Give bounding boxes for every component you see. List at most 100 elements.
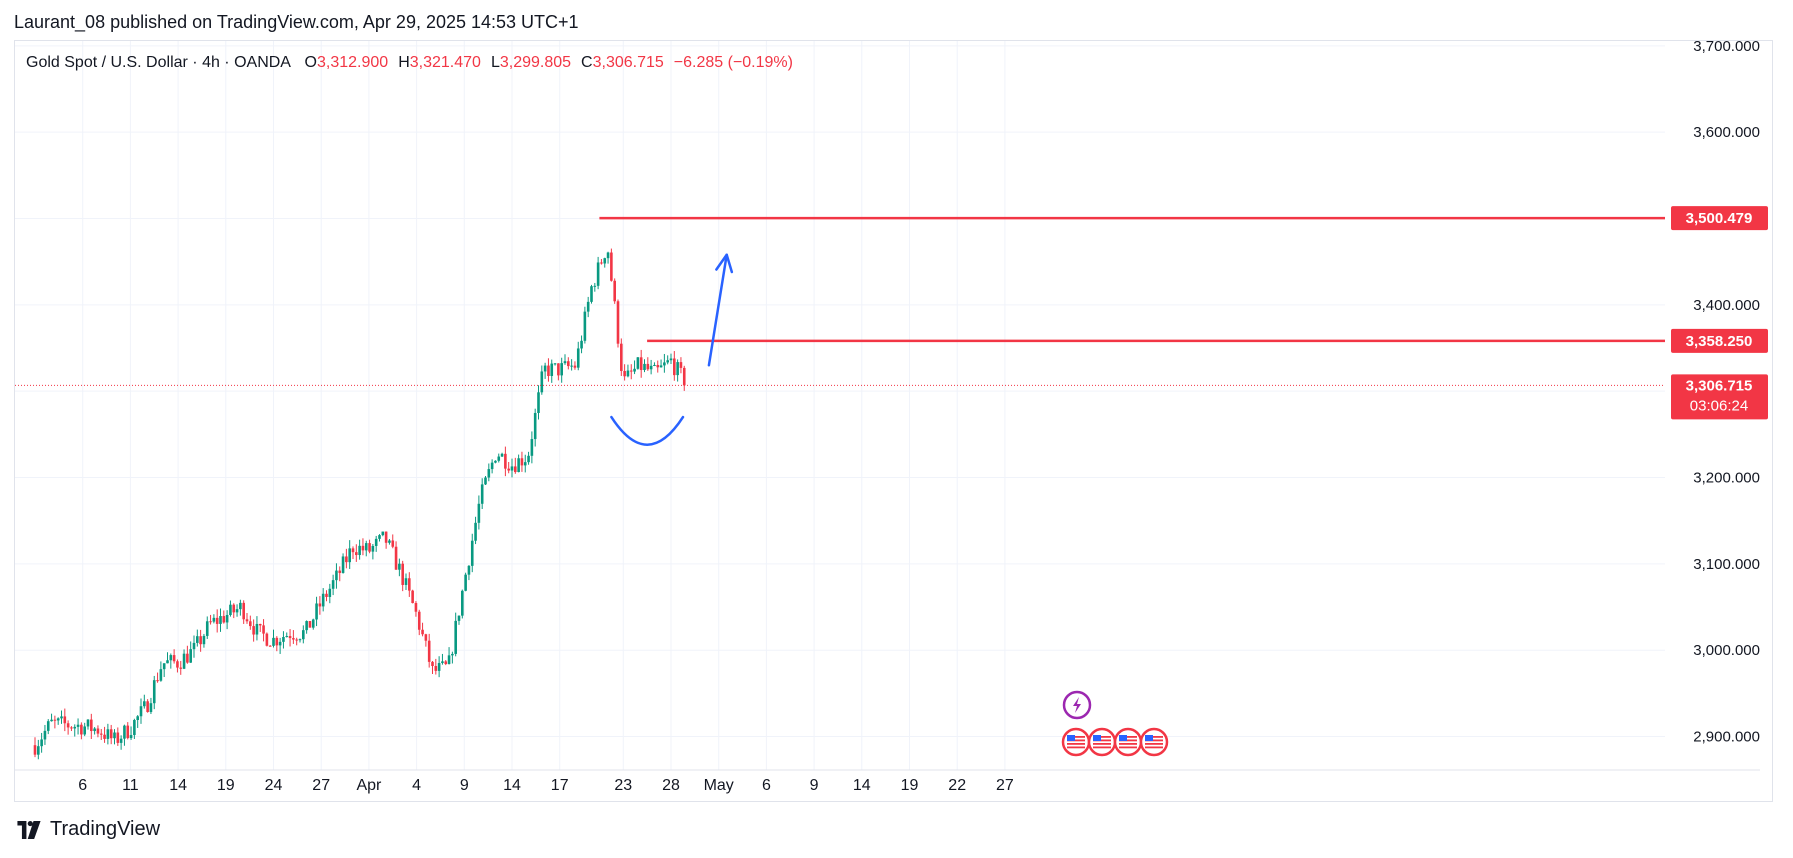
candle-body	[606, 252, 610, 259]
date-tick-label: 14	[503, 777, 521, 794]
candle-body	[341, 556, 345, 573]
candle-body	[76, 724, 80, 727]
candle-body	[199, 636, 202, 645]
candle-body	[500, 453, 504, 457]
candle-body	[417, 611, 421, 630]
candle-body	[355, 552, 358, 556]
candle-body	[533, 412, 537, 440]
candle-body	[421, 629, 424, 635]
candle-body	[507, 468, 510, 471]
candle-body	[258, 623, 262, 626]
date-tick-label: 6	[78, 777, 87, 794]
candle-body	[96, 728, 100, 734]
candle-body	[235, 609, 239, 613]
candles-group	[33, 248, 686, 760]
date-tick-label: 22	[948, 777, 966, 794]
candle-body	[225, 614, 229, 623]
candle-body	[497, 456, 501, 461]
tradingview-brand[interactable]: TradingView	[14, 818, 160, 841]
flag-stripe	[1093, 746, 1111, 749]
candle-body	[523, 462, 527, 466]
price-tick-label: 3,200.000	[1693, 470, 1760, 487]
candle-body	[209, 621, 212, 623]
candle-body	[325, 593, 328, 597]
date-tick-label: May	[704, 777, 734, 794]
candle-body	[384, 531, 388, 543]
candle-body	[679, 362, 683, 368]
candle-body	[676, 362, 679, 376]
date-tick-label: 23	[614, 777, 632, 794]
candle-body	[278, 641, 282, 646]
flag-stripe	[1145, 736, 1163, 738]
candle-body	[547, 365, 550, 376]
candle-body	[46, 721, 50, 731]
candle-body	[179, 667, 183, 669]
candle-body	[394, 546, 398, 570]
date-tick-label: 14	[853, 777, 871, 794]
candle-body	[282, 636, 285, 642]
candle-body	[490, 462, 494, 470]
candle-body	[219, 616, 222, 624]
candle-body	[451, 653, 454, 656]
candle-body	[603, 258, 607, 264]
candle-body	[172, 655, 176, 662]
candle-body	[40, 739, 43, 747]
change-value: −6.285 (−0.19%)	[673, 54, 793, 71]
candle-body	[543, 365, 547, 372]
flag-stripe	[1067, 739, 1085, 742]
candle-body	[447, 655, 451, 665]
candle-body	[659, 365, 663, 368]
publisher-line: Laurant_08 published on TradingView.com,…	[14, 12, 579, 32]
candle-body	[586, 301, 590, 312]
candle-body	[146, 701, 149, 713]
candle-body	[517, 458, 520, 473]
candle-body	[169, 655, 173, 661]
candle-body	[295, 639, 298, 641]
candle-body	[176, 661, 179, 668]
candle-body	[374, 538, 378, 546]
candle-body	[682, 367, 686, 386]
candle-body	[318, 603, 322, 607]
price-tick-label: 3,700.000	[1693, 38, 1760, 55]
date-tick-label: Apr	[356, 777, 382, 794]
candle-body	[570, 365, 573, 367]
candle-body	[298, 639, 302, 641]
candle-body	[133, 720, 136, 736]
candle-body	[653, 364, 656, 366]
price-tick-label: 2,900.000	[1693, 729, 1760, 746]
up-arrow-shaft	[707, 253, 728, 367]
candle-body	[60, 716, 63, 719]
candle-body	[613, 280, 616, 302]
candle-body	[391, 540, 395, 547]
candle-body	[275, 637, 279, 646]
date-tick-label: 14	[169, 777, 187, 794]
price-tick-label: 3,400.000	[1693, 297, 1760, 314]
candle-body	[388, 540, 391, 543]
date-tick-label: 24	[265, 777, 283, 794]
candle-body	[348, 548, 351, 563]
flag-stripe	[1093, 736, 1111, 738]
flag-stripe	[1145, 746, 1163, 749]
candle-body	[288, 636, 292, 639]
candle-body	[364, 543, 368, 551]
date-tick-label: 17	[551, 777, 569, 794]
flag-stripe	[1067, 743, 1085, 745]
date-tick-label: 4	[412, 777, 421, 794]
candle-body	[530, 439, 534, 456]
tradingview-logo-icon	[17, 820, 41, 839]
level-price-label: 3,500.479	[1686, 210, 1753, 227]
candle-body	[202, 635, 206, 645]
flag-canton	[1093, 735, 1101, 741]
candle-body	[149, 703, 153, 713]
flag-canton	[1067, 735, 1075, 741]
candle-body	[470, 540, 474, 566]
candle-body	[345, 556, 348, 563]
candle-body	[474, 522, 477, 541]
date-tick-label: 19	[901, 777, 919, 794]
candle-body	[73, 726, 77, 729]
flag-stripe	[1119, 743, 1137, 745]
candle-body	[553, 363, 557, 365]
date-tick-label: 27	[996, 777, 1014, 794]
flag-stripe	[1119, 736, 1137, 738]
